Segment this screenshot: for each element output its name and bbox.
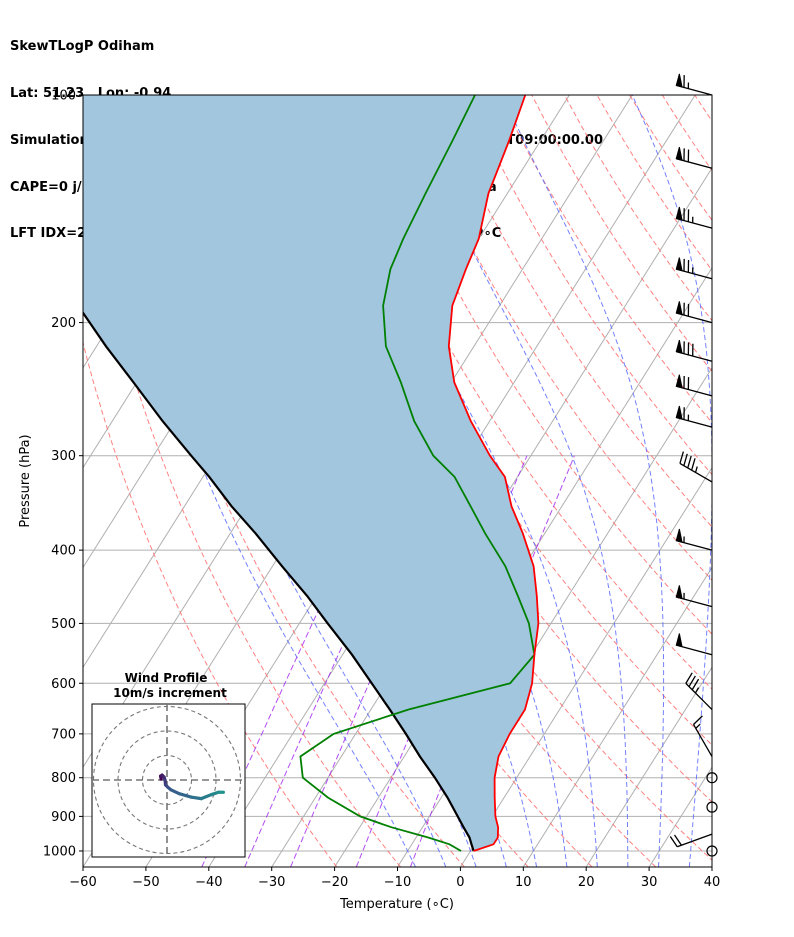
- wind-barb: [675, 339, 713, 362]
- wind-barb: [685, 672, 713, 711]
- y-tick-label: 300: [51, 449, 76, 464]
- x-tick-label: −40: [195, 875, 222, 890]
- moist-adiabat: [105, 95, 416, 867]
- title-line-station: SkewTLogP Odiham: [10, 39, 155, 55]
- isotherm-gridline: [459, 466, 712, 867]
- dry-adiabat: [368, 95, 712, 635]
- dry-adiabat: [83, 148, 401, 867]
- inset-title-line2: 10m/s increment: [113, 686, 227, 700]
- parcel-profile-line: [83, 310, 475, 852]
- x-tick-label: 0: [456, 875, 464, 890]
- moist-adiabat: [502, 95, 665, 867]
- inset-title-line1: Wind Profile: [125, 671, 208, 685]
- x-axis-label: Temperature (∘C): [339, 897, 454, 912]
- dewpoint-line: [299, 95, 536, 852]
- dry-adiabat: [401, 95, 712, 581]
- y-tick-label: 600: [51, 677, 76, 692]
- wind-barb: [675, 528, 713, 551]
- wind-barb: [675, 585, 713, 608]
- x-tick-label: 10: [515, 875, 532, 890]
- x-tick-label: 20: [578, 875, 595, 890]
- hodograph-segment: [189, 795, 203, 801]
- wind-barb: [675, 374, 713, 397]
- y-tick-label: 800: [51, 771, 76, 786]
- wind-barb: [675, 146, 713, 169]
- dry-adiabat: [727, 95, 794, 867]
- x-tick-label: 40: [704, 875, 721, 890]
- isotherm-gridline: [0, 95, 66, 867]
- wind-barb: [675, 73, 713, 96]
- y-tick-label: 200: [51, 316, 76, 331]
- isotherm-gridline: [271, 167, 712, 867]
- mixing-ratio-line: [290, 455, 470, 867]
- isotherm-gridline: [585, 666, 712, 867]
- y-axis-label: Pressure (hPa): [18, 434, 33, 527]
- moist-adiabat: [329, 95, 598, 867]
- axes: −60 −50 −40 −30 −20 −10 0 10 20 30 40 100 200 300 400 5…: [43, 89, 720, 891]
- x-tick-label: −20: [321, 875, 348, 890]
- y-tick-label: 100: [51, 89, 76, 104]
- isotherm-gridline: [522, 566, 712, 867]
- dry-adiabat: [433, 95, 712, 528]
- wind-barb: [675, 257, 713, 280]
- dry-adiabat: [83, 340, 338, 867]
- dry-adiabat: [596, 95, 712, 272]
- isotherm-gridline: [711, 866, 712, 867]
- x-tick-label: −10: [384, 875, 411, 890]
- wind-barbs: [669, 73, 718, 857]
- x-tick-label: −50: [132, 875, 159, 890]
- isotherm-gridline: [775, 95, 794, 867]
- hodograph-segment: [199, 793, 213, 801]
- temperature-line: [447, 95, 540, 852]
- y-tick-label: 400: [51, 544, 76, 559]
- dry-adiabat: [498, 95, 712, 424]
- wind-barb: [675, 301, 713, 324]
- x-tick-label: −30: [258, 875, 285, 890]
- cin-shaded-area: [83, 95, 539, 851]
- y-tick-label: 900: [51, 810, 76, 825]
- y-tick-label: 500: [51, 617, 76, 632]
- moist-adiabat: [720, 95, 778, 867]
- wind-barb: [675, 405, 713, 428]
- x-tick-label: −60: [69, 875, 96, 890]
- dry-adiabat: [661, 95, 712, 172]
- y-tick-label: 1000: [43, 844, 76, 859]
- wind-barb: [675, 206, 713, 229]
- isotherm-gridline: [648, 766, 712, 867]
- x-tick-label: 30: [641, 875, 658, 890]
- data-layer: [83, 95, 540, 852]
- hodograph-segment: [177, 792, 194, 799]
- y-tick-label: 700: [51, 727, 76, 742]
- isotherm-gridline: [0, 95, 3, 867]
- wind-barb: [679, 451, 713, 483]
- dry-adiabat: [760, 95, 794, 867]
- hodograph-inset: Wind Profile 10m/s increment: [91, 671, 246, 858]
- moist-adiabat: [129, 95, 447, 867]
- wind-barb: [692, 715, 713, 757]
- wind-barb: [675, 633, 713, 656]
- wind-barb: [669, 833, 713, 848]
- dry-adiabat: [466, 95, 712, 476]
